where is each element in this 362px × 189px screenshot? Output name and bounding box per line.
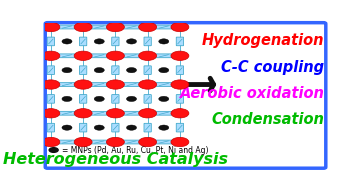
FancyBboxPatch shape (47, 95, 55, 103)
FancyBboxPatch shape (156, 54, 172, 58)
Circle shape (106, 22, 125, 32)
Circle shape (42, 51, 60, 60)
FancyBboxPatch shape (59, 25, 75, 29)
FancyBboxPatch shape (176, 66, 184, 74)
Circle shape (74, 22, 92, 32)
Text: Aerobic oxidation: Aerobic oxidation (180, 86, 324, 101)
Circle shape (74, 137, 92, 147)
FancyBboxPatch shape (112, 66, 119, 74)
Circle shape (62, 125, 72, 130)
FancyBboxPatch shape (47, 123, 55, 132)
Circle shape (139, 51, 157, 60)
FancyBboxPatch shape (176, 123, 184, 132)
Circle shape (49, 148, 58, 152)
Circle shape (62, 39, 72, 44)
FancyBboxPatch shape (123, 111, 140, 115)
Circle shape (42, 80, 60, 89)
FancyBboxPatch shape (156, 25, 172, 29)
FancyBboxPatch shape (176, 95, 184, 103)
Circle shape (106, 109, 125, 118)
Circle shape (171, 22, 189, 32)
FancyBboxPatch shape (91, 54, 108, 58)
FancyBboxPatch shape (91, 83, 108, 86)
Circle shape (139, 22, 157, 32)
FancyBboxPatch shape (80, 37, 87, 46)
Circle shape (139, 109, 157, 118)
FancyBboxPatch shape (59, 54, 75, 58)
FancyBboxPatch shape (59, 83, 75, 86)
Circle shape (74, 51, 92, 60)
Circle shape (94, 67, 104, 73)
Circle shape (62, 96, 72, 101)
Circle shape (74, 80, 92, 89)
Circle shape (126, 67, 136, 73)
FancyBboxPatch shape (144, 95, 151, 103)
FancyBboxPatch shape (144, 123, 151, 132)
FancyBboxPatch shape (80, 95, 87, 103)
FancyBboxPatch shape (123, 83, 140, 86)
FancyBboxPatch shape (176, 37, 184, 46)
Circle shape (106, 51, 125, 60)
FancyBboxPatch shape (156, 83, 172, 86)
Circle shape (42, 109, 60, 118)
FancyBboxPatch shape (123, 140, 140, 144)
Circle shape (42, 22, 60, 32)
Text: Condensation: Condensation (211, 112, 324, 127)
Circle shape (106, 80, 125, 89)
FancyBboxPatch shape (144, 66, 151, 74)
FancyBboxPatch shape (59, 140, 75, 144)
Circle shape (139, 137, 157, 147)
Circle shape (126, 125, 136, 130)
Text: Heterogeneous Catalysis: Heterogeneous Catalysis (3, 152, 228, 167)
FancyBboxPatch shape (123, 25, 140, 29)
Circle shape (159, 96, 169, 101)
Circle shape (171, 109, 189, 118)
FancyBboxPatch shape (112, 95, 119, 103)
FancyBboxPatch shape (156, 140, 172, 144)
FancyBboxPatch shape (91, 25, 108, 29)
Circle shape (159, 125, 169, 130)
FancyBboxPatch shape (91, 111, 108, 115)
Circle shape (94, 125, 104, 130)
FancyBboxPatch shape (112, 37, 119, 46)
Text: Hydrogenation: Hydrogenation (202, 33, 324, 48)
Circle shape (126, 39, 136, 44)
Circle shape (139, 80, 157, 89)
Circle shape (171, 137, 189, 147)
FancyBboxPatch shape (80, 66, 87, 74)
FancyBboxPatch shape (123, 54, 140, 58)
FancyBboxPatch shape (59, 111, 75, 115)
Circle shape (171, 51, 189, 60)
Circle shape (94, 39, 104, 44)
Circle shape (126, 96, 136, 101)
FancyBboxPatch shape (47, 37, 55, 46)
FancyBboxPatch shape (156, 111, 172, 115)
FancyBboxPatch shape (47, 66, 55, 74)
Circle shape (74, 109, 92, 118)
Circle shape (106, 137, 125, 147)
Circle shape (171, 80, 189, 89)
FancyBboxPatch shape (80, 123, 87, 132)
Text: C-C coupling: C-C coupling (221, 60, 324, 75)
Circle shape (42, 137, 60, 147)
Circle shape (62, 67, 72, 73)
FancyBboxPatch shape (91, 140, 108, 144)
FancyBboxPatch shape (144, 37, 151, 46)
Circle shape (94, 96, 104, 101)
Circle shape (159, 39, 169, 44)
FancyBboxPatch shape (112, 123, 119, 132)
Circle shape (159, 67, 169, 73)
Text: = MNPs (Pd, Au, Ru, Cu, Pt, Ni and Ag): = MNPs (Pd, Au, Ru, Cu, Pt, Ni and Ag) (62, 146, 208, 155)
